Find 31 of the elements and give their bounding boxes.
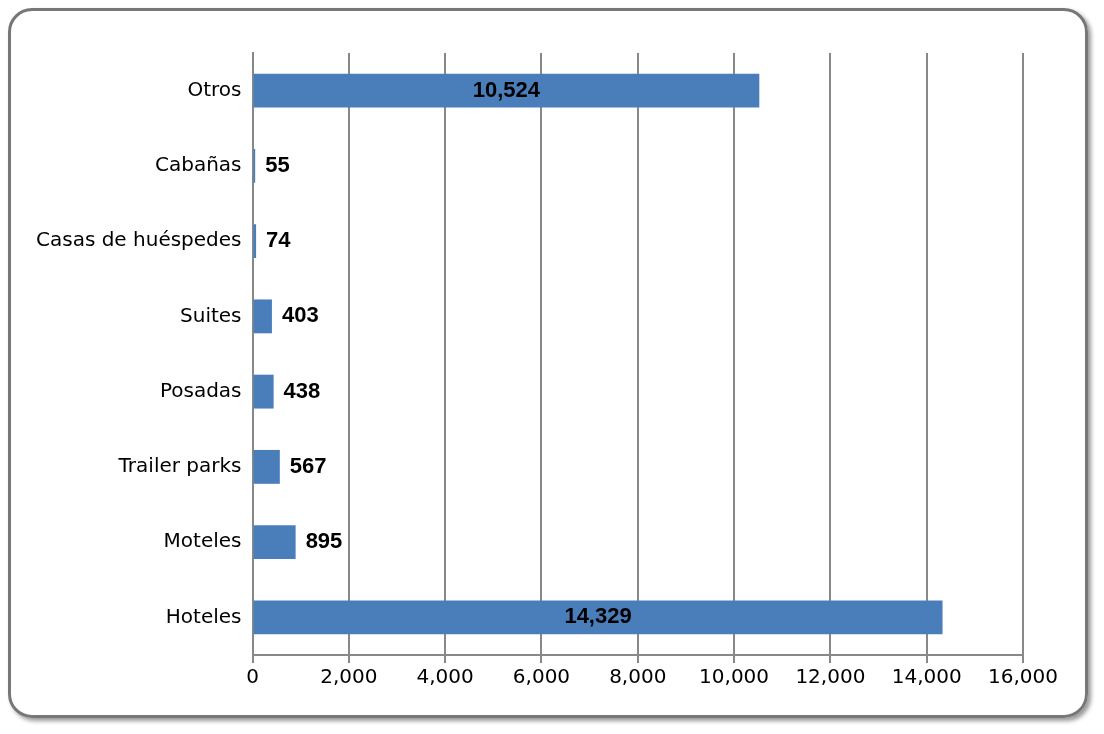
data-label: 438 bbox=[283, 377, 321, 403]
bar bbox=[253, 299, 272, 334]
x-tick-label: 2,000 bbox=[320, 664, 378, 689]
y-tick-label: Posadas bbox=[159, 377, 242, 402]
y-tick-label: Casas de huéspedes bbox=[36, 227, 242, 252]
data-label: 74 bbox=[266, 227, 292, 253]
data-label: 895 bbox=[305, 528, 343, 554]
x-tick-label: 14,000 bbox=[891, 664, 962, 689]
data-label: 10,524 bbox=[472, 76, 541, 102]
y-tick-label: Trailer parks bbox=[117, 453, 242, 478]
data-label: 567 bbox=[289, 452, 327, 478]
bar bbox=[253, 374, 274, 409]
x-tick-label: 8,000 bbox=[609, 664, 667, 689]
y-tick-label: Suites bbox=[180, 302, 242, 327]
bar bbox=[253, 600, 943, 635]
data-label: 14,329 bbox=[564, 603, 632, 629]
x-tick-label: 4,000 bbox=[416, 664, 474, 689]
data-label: 55 bbox=[265, 151, 290, 177]
x-tick-label: 16,000 bbox=[988, 664, 1058, 689]
x-tick-label: 6,000 bbox=[512, 664, 571, 689]
y-tick-label: Moteles bbox=[163, 528, 242, 553]
y-tick-label: Hoteles bbox=[165, 603, 242, 628]
bar bbox=[253, 449, 280, 484]
bar bbox=[253, 525, 296, 560]
x-tick-label: 0 bbox=[246, 664, 259, 689]
y-tick-label: Cabañas bbox=[155, 152, 242, 177]
x-tick-label: 12,000 bbox=[795, 664, 866, 689]
x-tick-label: 10,000 bbox=[699, 664, 770, 689]
data-label: 403 bbox=[281, 302, 319, 328]
y-tick-label: Otros bbox=[187, 76, 242, 101]
bar bbox=[253, 73, 760, 108]
